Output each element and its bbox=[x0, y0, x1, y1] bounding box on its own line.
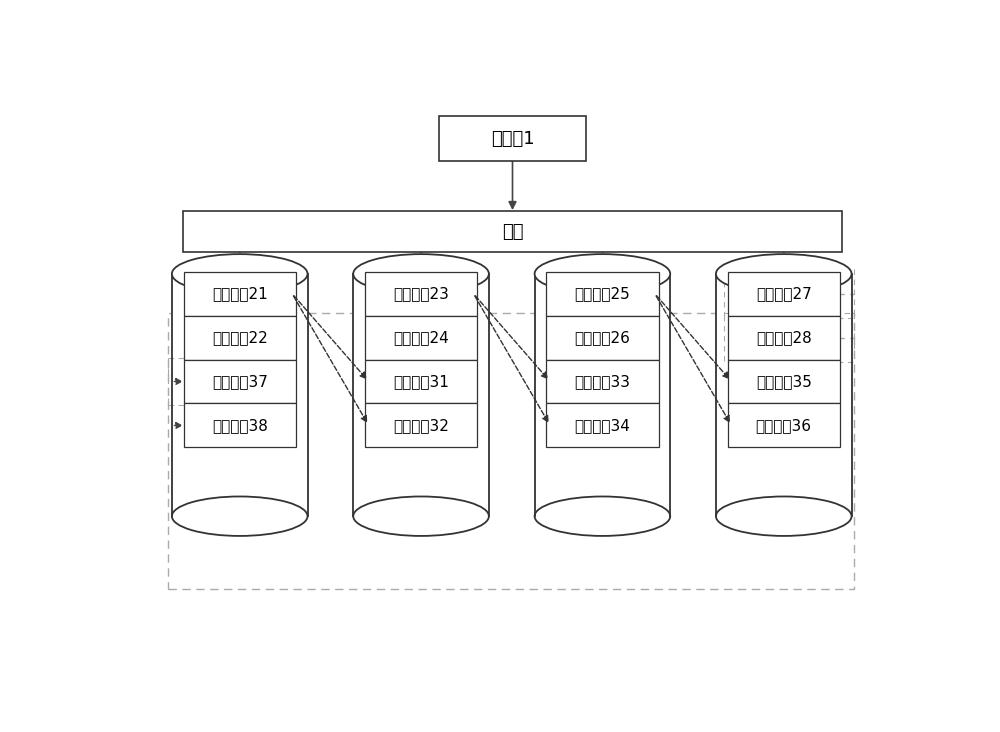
FancyBboxPatch shape bbox=[184, 359, 296, 403]
FancyBboxPatch shape bbox=[728, 272, 840, 315]
Ellipse shape bbox=[535, 496, 670, 536]
FancyBboxPatch shape bbox=[365, 272, 477, 315]
Text: 备用节点37: 备用节点37 bbox=[212, 374, 268, 389]
Ellipse shape bbox=[353, 254, 489, 294]
Polygon shape bbox=[716, 274, 852, 516]
Text: 查询节点23: 查询节点23 bbox=[393, 286, 449, 301]
Text: 备用节点38: 备用节点38 bbox=[212, 418, 268, 433]
Text: 备用节点33: 备用节点33 bbox=[574, 374, 630, 389]
Text: 查询节点24: 查询节点24 bbox=[393, 330, 449, 345]
FancyBboxPatch shape bbox=[183, 212, 842, 252]
FancyBboxPatch shape bbox=[546, 359, 659, 403]
Text: 备用节点32: 备用节点32 bbox=[393, 418, 449, 433]
Polygon shape bbox=[353, 274, 489, 516]
FancyBboxPatch shape bbox=[184, 272, 296, 315]
FancyBboxPatch shape bbox=[546, 403, 659, 447]
FancyBboxPatch shape bbox=[546, 315, 659, 359]
FancyBboxPatch shape bbox=[365, 359, 477, 403]
Text: 查询节点28: 查询节点28 bbox=[756, 330, 812, 345]
FancyBboxPatch shape bbox=[439, 116, 586, 161]
Ellipse shape bbox=[535, 254, 670, 294]
FancyBboxPatch shape bbox=[546, 272, 659, 315]
FancyBboxPatch shape bbox=[365, 315, 477, 359]
Polygon shape bbox=[535, 274, 670, 516]
Text: 互联: 互联 bbox=[502, 223, 523, 241]
Polygon shape bbox=[172, 274, 308, 516]
Text: 备用节点34: 备用节点34 bbox=[574, 418, 630, 433]
FancyBboxPatch shape bbox=[728, 315, 840, 359]
Ellipse shape bbox=[716, 254, 852, 294]
Ellipse shape bbox=[716, 496, 852, 536]
Text: 查询节点22: 查询节点22 bbox=[212, 330, 268, 345]
Ellipse shape bbox=[172, 496, 308, 536]
Text: 备用节点31: 备用节点31 bbox=[393, 374, 449, 389]
Ellipse shape bbox=[172, 254, 308, 294]
Text: 查询节点21: 查询节点21 bbox=[212, 286, 268, 301]
FancyBboxPatch shape bbox=[728, 403, 840, 447]
FancyBboxPatch shape bbox=[184, 403, 296, 447]
Text: 备用节点35: 备用节点35 bbox=[756, 374, 812, 389]
Ellipse shape bbox=[353, 496, 489, 536]
Text: 查询节点26: 查询节点26 bbox=[574, 330, 630, 345]
Text: 查询节点27: 查询节点27 bbox=[756, 286, 812, 301]
FancyBboxPatch shape bbox=[728, 359, 840, 403]
FancyBboxPatch shape bbox=[365, 403, 477, 447]
Text: 主节点1: 主节点1 bbox=[491, 130, 534, 148]
FancyBboxPatch shape bbox=[184, 315, 296, 359]
Text: 查询节点25: 查询节点25 bbox=[575, 286, 630, 301]
Text: 备用节点36: 备用节点36 bbox=[756, 418, 812, 433]
